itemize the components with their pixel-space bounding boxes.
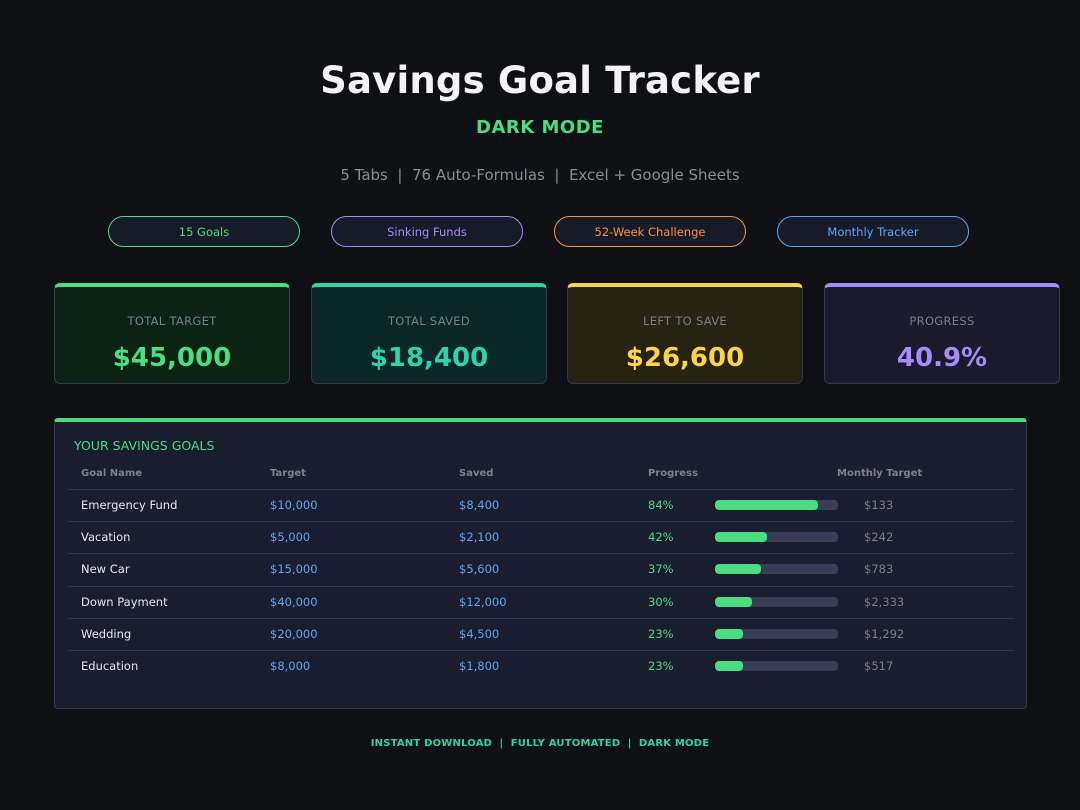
goal-monthly-target: $2,333 — [864, 595, 905, 609]
stat-card-value: 40.9% — [896, 343, 988, 373]
stat-card-left-to-save: LEFT TO SAVE $26,600 — [567, 283, 803, 384]
progress-bar — [715, 597, 838, 607]
column-header-progress: Progress — [648, 468, 698, 479]
goal-name: Education — [81, 659, 139, 673]
stat-card-value: $18,400 — [369, 343, 489, 373]
table-row[interactable]: Emergency Fund $10,000 $8,400 84% $133 — [68, 489, 1014, 521]
goal-name: New Car — [81, 562, 130, 576]
column-header-saved: Saved — [459, 468, 494, 479]
stat-card-value: $45,000 — [112, 343, 232, 373]
stat-card-label: PROGRESS — [909, 314, 975, 328]
goal-target: $8,000 — [270, 659, 311, 673]
table-row[interactable]: Education $8,000 $1,800 23% $517 — [68, 650, 1014, 682]
pill-label: 52-Week Challenge — [594, 224, 706, 239]
table-row[interactable]: New Car $15,000 $5,600 37% $783 — [68, 553, 1014, 585]
column-header-target: Target — [270, 468, 306, 479]
pill-label: Sinking Funds — [387, 224, 467, 239]
goal-saved: $12,000 — [459, 595, 507, 609]
table-row[interactable]: Vacation $5,000 $2,100 42% $242 — [68, 521, 1014, 553]
panel-title: YOUR SAVINGS GOALS — [74, 438, 215, 453]
page-title: Savings Goal Tracker — [320, 59, 760, 102]
page-subtitle: DARK MODE — [476, 117, 604, 138]
table-row[interactable]: Wedding $20,000 $4,500 23% $1,292 — [68, 618, 1014, 650]
footer-tagline: INSTANT DOWNLOAD | FULLY AUTOMATED | DAR… — [370, 738, 710, 749]
goal-saved: $4,500 — [459, 627, 500, 641]
table-row[interactable]: Down Payment $40,000 $12,000 30% $2,333 — [68, 586, 1014, 618]
progress-bar-fill — [715, 564, 761, 574]
goal-saved: $1,800 — [459, 659, 500, 673]
goal-monthly-target: $242 — [864, 530, 894, 544]
goal-monthly-target: $1,292 — [864, 627, 905, 641]
goal-progress-percent: 23% — [648, 627, 674, 641]
pill-52-week-challenge[interactable]: 52-Week Challenge — [554, 216, 746, 247]
goal-progress-percent: 42% — [648, 530, 674, 544]
feature-summary: 5 Tabs | 76 Auto-Formulas | Excel + Goog… — [340, 166, 740, 184]
pill-monthly-tracker[interactable]: Monthly Tracker — [777, 216, 969, 247]
goal-name: Down Payment — [81, 595, 168, 609]
stat-card-label: TOTAL TARGET — [127, 314, 217, 328]
goal-target: $15,000 — [270, 562, 318, 576]
goal-target: $10,000 — [270, 498, 318, 512]
progress-bar-fill — [715, 629, 744, 639]
column-header-goal-name: Goal Name — [81, 468, 143, 479]
goal-target: $40,000 — [270, 595, 318, 609]
goal-monthly-target: $783 — [864, 562, 894, 576]
pill-label: 15 Goals — [178, 224, 230, 239]
goal-name: Emergency Fund — [81, 498, 178, 512]
goal-monthly-target: $133 — [864, 498, 894, 512]
progress-bar — [715, 661, 838, 671]
savings-goals-panel: YOUR SAVINGS GOALS Goal Name Target Save… — [54, 418, 1027, 709]
stat-card-label: LEFT TO SAVE — [643, 314, 727, 328]
stat-card-value: $26,600 — [625, 343, 745, 373]
stat-card-progress: PROGRESS 40.9% — [824, 283, 1060, 384]
goal-name: Vacation — [81, 530, 131, 544]
progress-bar — [715, 532, 838, 542]
goal-progress-percent: 84% — [648, 498, 674, 512]
progress-bar — [715, 500, 838, 510]
goal-progress-percent: 23% — [648, 659, 674, 673]
column-header-monthly-target: Monthly Target — [837, 468, 923, 479]
goal-saved: $5,600 — [459, 562, 500, 576]
progress-bar-fill — [715, 597, 752, 607]
goal-saved: $2,100 — [459, 530, 500, 544]
progress-bar-fill — [715, 661, 744, 671]
goal-target: $20,000 — [270, 627, 318, 641]
goal-progress-percent: 37% — [648, 562, 674, 576]
stat-card-label: TOTAL SAVED — [387, 314, 471, 328]
goal-monthly-target: $517 — [864, 659, 894, 673]
pill-sinking-funds[interactable]: Sinking Funds — [331, 216, 523, 247]
pill-goals[interactable]: 15 Goals — [108, 216, 300, 247]
progress-bar-fill — [715, 532, 767, 542]
goal-saved: $8,400 — [459, 498, 500, 512]
pill-label: Monthly Tracker — [827, 224, 919, 239]
progress-bar — [715, 564, 838, 574]
progress-bar — [715, 629, 838, 639]
stat-card-total-saved: TOTAL SAVED $18,400 — [311, 283, 547, 384]
goal-target: $5,000 — [270, 530, 311, 544]
goal-name: Wedding — [81, 627, 132, 641]
stat-card-total-target: TOTAL TARGET $45,000 — [54, 283, 290, 384]
progress-bar-fill — [715, 500, 819, 510]
goal-progress-percent: 30% — [648, 595, 674, 609]
